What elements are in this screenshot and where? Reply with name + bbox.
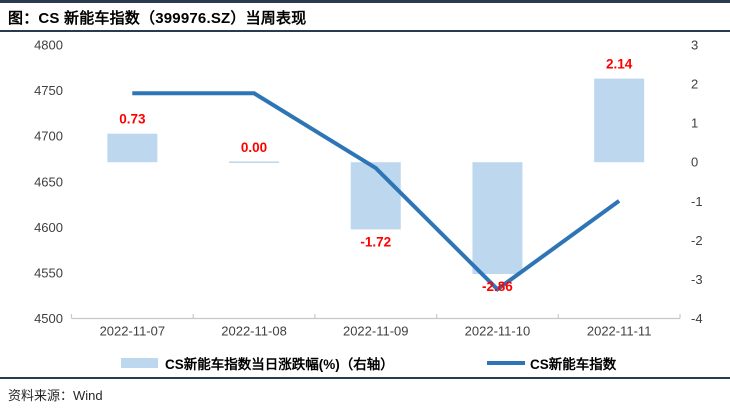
legend-item-bar-series[interactable]: CS新能车指数当日涨跌幅(%)（右轴） [121,352,394,374]
bar-2022-11-10 [472,162,523,274]
bar-2022-11-07 [107,133,158,163]
bar-2022-11-11 [594,78,645,163]
chart-title: 图：CS 新能车指数（399976.SZ）当周表现 [8,10,307,27]
left-axis-tick-label: 4600 [34,220,63,235]
bar-data-label: -2.86 [482,279,513,294]
x-axis-category-label: 2022-11-10 [465,324,531,339]
right-axis-tick-label: -4 [691,311,703,326]
x-axis-category-label: 2022-11-09 [343,324,409,339]
left-axis-tick-label: 4700 [34,129,63,144]
bar-data-label: 2.14 [606,57,633,72]
right-axis-tick-label: 3 [691,38,698,53]
legend-bar-series-label: CS新能车指数当日涨跌幅(%)（右轴） [165,357,394,372]
bar-data-label: 0.73 [119,112,146,127]
data-source-note: 资料来源：Wind [8,388,103,403]
left-axis-tick-label: 4800 [34,38,63,53]
bar-2022-11-08 [229,161,280,163]
title-underline-rule [0,30,730,32]
footer-separator-rule [0,377,730,379]
bar-series-swatch-icon [121,358,158,368]
x-axis-category-label: 2022-11-08 [221,324,287,339]
bar-data-label: -1.72 [360,234,391,249]
top-border-rule [0,0,730,3]
x-axis-category-label: 2022-11-11 [587,324,652,339]
right-axis-tick-label: 0 [691,155,698,170]
bar-2022-11-09 [350,162,401,230]
legend-line-series-label: CS新能车指数 [530,357,617,372]
legend-item-line-series[interactable]: CS新能车指数 [487,352,616,374]
chart-legend: CS新能车指数当日涨跌幅(%)（右轴） CS新能车指数 [0,352,730,374]
right-axis-tick-label: 1 [691,116,698,131]
left-axis-tick-label: 4550 [34,265,63,280]
right-axis-tick-label: 2 [691,77,698,92]
left-axis-tick-label: 4650 [34,174,63,189]
x-axis-category-label: 2022-11-07 [100,324,166,339]
right-axis-tick-label: -2 [691,233,703,248]
line-series-swatch-icon [487,361,525,365]
index-line-series [132,91,621,292]
right-axis-tick-label: -1 [691,194,703,209]
bar-data-label: 0.00 [241,140,267,155]
right-axis-tick-label: -3 [691,272,703,287]
left-axis-tick-label: 4750 [34,83,63,98]
left-axis-tick-label: 4500 [34,311,63,326]
